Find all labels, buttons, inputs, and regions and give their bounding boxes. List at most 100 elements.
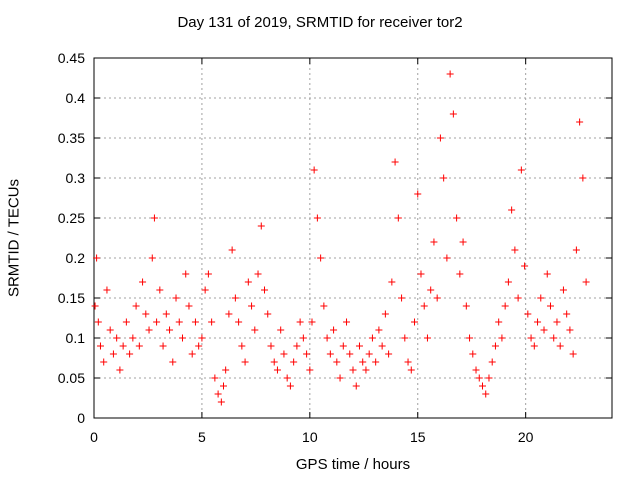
- data-point: [479, 382, 486, 390]
- data-point: [222, 366, 230, 374]
- data-point: [198, 334, 206, 342]
- data-point: [556, 342, 564, 350]
- data-point: [290, 358, 298, 366]
- data-point: [148, 254, 156, 262]
- data-point: [94, 318, 102, 326]
- data-point: [511, 246, 519, 254]
- data-point: [524, 310, 532, 318]
- data-point: [485, 374, 493, 382]
- data-point: [96, 342, 104, 350]
- data-point: [145, 326, 153, 334]
- data-point: [228, 246, 236, 254]
- data-point: [320, 302, 328, 310]
- data-point: [527, 334, 535, 342]
- data-point: [195, 342, 203, 350]
- data-point: [553, 318, 561, 326]
- y-axis-label: SRMTID / TECUs: [5, 178, 23, 298]
- y-tick-label: 0.15: [58, 290, 85, 306]
- data-point: [423, 334, 431, 342]
- data-point: [501, 302, 509, 310]
- data-point: [559, 286, 567, 294]
- data-point: [296, 318, 304, 326]
- data-point: [391, 158, 399, 166]
- data-point: [310, 166, 318, 174]
- data-point: [550, 334, 558, 342]
- data-point: [208, 318, 216, 326]
- data-point: [466, 334, 474, 342]
- data-point: [159, 342, 167, 350]
- data-point: [142, 310, 150, 318]
- data-point: [277, 326, 285, 334]
- data-point: [433, 294, 441, 302]
- data-point: [420, 302, 428, 310]
- data-point: [508, 206, 516, 214]
- data-point: [241, 358, 249, 366]
- data-point: [303, 350, 311, 358]
- x-tick-label: 10: [302, 429, 318, 445]
- data-point: [469, 350, 477, 358]
- data-point: [283, 374, 291, 382]
- data-point: [211, 374, 219, 382]
- data-point: [346, 350, 354, 358]
- data-point: [459, 238, 467, 246]
- data-point: [398, 294, 406, 302]
- data-point: [495, 318, 503, 326]
- data-point: [352, 382, 360, 390]
- data-point: [156, 286, 164, 294]
- data-point: [378, 342, 386, 350]
- data-point: [537, 294, 545, 302]
- data-point: [185, 302, 193, 310]
- data-point: [100, 358, 108, 366]
- data-point: [135, 342, 143, 350]
- data-point: [372, 358, 380, 366]
- y-tick-label: 0.4: [66, 90, 86, 106]
- y-tick-label: 0.1: [66, 330, 86, 346]
- data-point: [153, 318, 161, 326]
- data-point: [261, 286, 269, 294]
- data-point: [323, 334, 331, 342]
- data-point: [462, 302, 470, 310]
- data-point: [401, 334, 409, 342]
- y-tick-label: 0: [77, 410, 85, 426]
- data-point: [139, 278, 147, 286]
- data-point: [491, 342, 499, 350]
- data-point: [306, 366, 314, 374]
- data-point: [270, 358, 278, 366]
- data-point: [411, 318, 419, 326]
- data-point: [572, 246, 580, 254]
- data-point: [188, 350, 196, 358]
- data-point: [475, 374, 483, 382]
- data-point: [91, 302, 99, 310]
- data-point: [264, 310, 272, 318]
- data-point: [582, 278, 590, 286]
- data-point: [472, 366, 480, 374]
- data-point: [103, 286, 111, 294]
- data-point: [385, 350, 393, 358]
- x-tick-label: 20: [518, 429, 534, 445]
- data-point: [407, 366, 415, 374]
- plot-frame: [93, 57, 613, 419]
- data-point: [349, 366, 357, 374]
- data-point: [569, 350, 577, 358]
- data-point: [106, 326, 114, 334]
- data-point: [404, 358, 412, 366]
- x-axis-label: GPS time / hours: [295, 456, 411, 473]
- data-point: [488, 358, 496, 366]
- data-point: [182, 270, 190, 278]
- x-tick-label: 0: [90, 429, 98, 445]
- data-point: [534, 318, 542, 326]
- x-tick-label: 15: [410, 429, 426, 445]
- data-point: [238, 342, 246, 350]
- data-point: [449, 110, 457, 118]
- data-point: [217, 398, 225, 406]
- data-point: [453, 214, 461, 222]
- data-point: [355, 342, 363, 350]
- data-point: [257, 222, 265, 230]
- data-point: [456, 270, 464, 278]
- data-point: [150, 214, 158, 222]
- data-point: [280, 350, 288, 358]
- data-point: [330, 326, 338, 334]
- data-point: [113, 334, 121, 342]
- data-point: [204, 270, 212, 278]
- y-tick-label: 0.2: [66, 250, 86, 266]
